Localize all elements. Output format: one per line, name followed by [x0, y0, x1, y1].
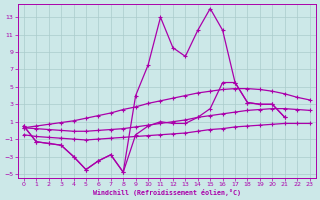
X-axis label: Windchill (Refroidissement éolien,°C): Windchill (Refroidissement éolien,°C) [93, 189, 241, 196]
